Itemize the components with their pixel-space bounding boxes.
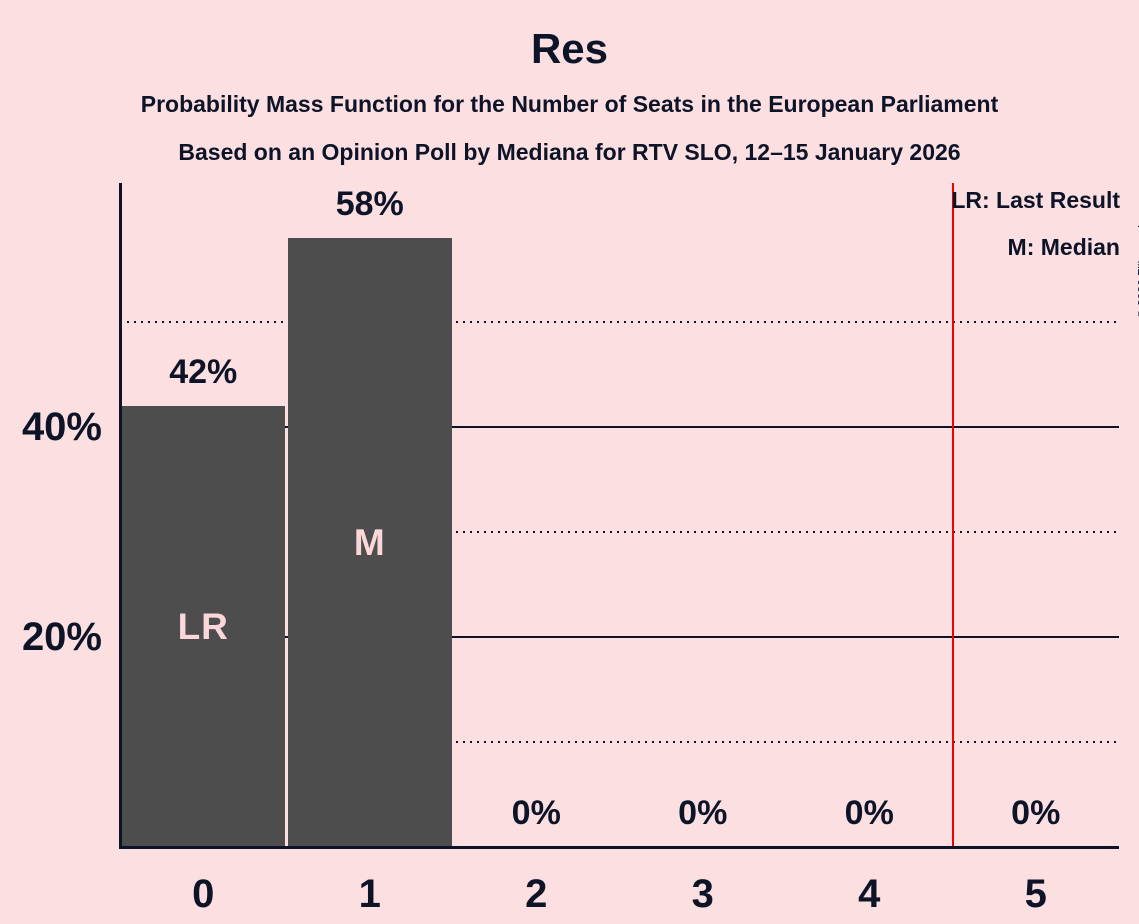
legend-median: M: Median: [1007, 234, 1120, 260]
bar-value-label: 0%: [1011, 794, 1061, 832]
y-tick-label: 40%: [21, 405, 102, 449]
bar-value-label: 58%: [335, 185, 404, 223]
copyright-notice: © 2026 Filip van Laenen: [1135, 188, 1139, 318]
subtitle-line-2: Based on an Opinion Poll by Mediana for …: [178, 139, 961, 165]
bar: LR: [121, 406, 285, 847]
gridline: [120, 531, 1119, 533]
bar-inner-label: LR: [177, 605, 229, 647]
gridline: [120, 636, 1119, 638]
x-tick-label: 0: [192, 872, 215, 916]
y-tick-label: 20%: [21, 615, 102, 659]
bar-value-label: 0%: [511, 794, 561, 832]
gridline: [120, 321, 1119, 323]
x-tick-label: 3: [691, 872, 714, 916]
page-title: Res: [530, 25, 609, 72]
x-tick-label: 4: [858, 872, 881, 916]
bar-value-label: 0%: [678, 794, 728, 832]
bar-value-label: 42%: [169, 353, 238, 391]
x-tick-label: 1: [358, 872, 381, 916]
gridline: [120, 426, 1119, 428]
bar: M: [288, 238, 452, 847]
x-tick-label: 2: [525, 872, 548, 916]
y-axis-line: [118, 183, 122, 847]
x-axis-line: [118, 845, 1119, 849]
bar-inner-label: M: [353, 521, 386, 563]
gridline: [120, 741, 1119, 743]
legend: LR: Last Result M: Median: [951, 182, 1120, 265]
legend-last-result: LR: Last Result: [951, 187, 1120, 213]
subtitle-line-1: Probability Mass Function for the Number…: [140, 91, 999, 117]
bar-value-label: 0%: [844, 794, 894, 832]
x-tick-label: 5: [1024, 872, 1047, 916]
last-result-line: [951, 183, 954, 847]
